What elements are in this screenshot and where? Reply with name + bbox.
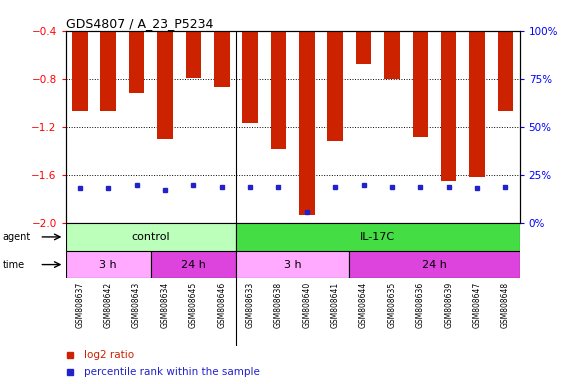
Text: log2 ratio: log2 ratio xyxy=(84,350,134,360)
Text: GSM808639: GSM808639 xyxy=(444,282,453,328)
Bar xyxy=(299,31,315,215)
Bar xyxy=(242,31,258,123)
Text: GSM808641: GSM808641 xyxy=(331,282,340,328)
Text: GDS4807 / A_23_P5234: GDS4807 / A_23_P5234 xyxy=(66,17,213,30)
Bar xyxy=(441,31,456,181)
Bar xyxy=(151,251,236,278)
Bar xyxy=(384,31,400,79)
Text: GSM808642: GSM808642 xyxy=(104,282,112,328)
Text: GSM808635: GSM808635 xyxy=(388,282,396,328)
Bar xyxy=(497,31,513,111)
Text: GSM808644: GSM808644 xyxy=(359,282,368,328)
Text: agent: agent xyxy=(3,232,31,242)
Bar xyxy=(157,31,173,139)
Bar xyxy=(129,31,144,93)
Bar xyxy=(66,223,236,251)
Text: control: control xyxy=(131,232,170,242)
Bar xyxy=(356,31,371,65)
Text: GSM808638: GSM808638 xyxy=(274,282,283,328)
Bar xyxy=(186,31,201,78)
Bar xyxy=(412,31,428,137)
Bar xyxy=(469,31,485,177)
Bar xyxy=(72,31,88,111)
Bar xyxy=(271,31,286,149)
Text: 3 h: 3 h xyxy=(284,260,301,270)
Text: percentile rank within the sample: percentile rank within the sample xyxy=(84,366,260,377)
Text: GSM808636: GSM808636 xyxy=(416,282,425,328)
Text: time: time xyxy=(3,260,25,270)
Bar xyxy=(66,251,151,278)
Bar xyxy=(214,31,230,87)
Text: GSM808645: GSM808645 xyxy=(189,282,198,328)
Text: GSM808647: GSM808647 xyxy=(473,282,481,328)
Text: GSM808648: GSM808648 xyxy=(501,282,510,328)
Bar xyxy=(349,251,520,278)
Text: GSM808643: GSM808643 xyxy=(132,282,141,328)
Text: GSM808634: GSM808634 xyxy=(160,282,170,328)
Bar xyxy=(100,31,116,111)
Text: 24 h: 24 h xyxy=(422,260,447,270)
Text: GSM808646: GSM808646 xyxy=(217,282,226,328)
Bar xyxy=(236,223,520,251)
Bar xyxy=(236,251,349,278)
Text: GSM808633: GSM808633 xyxy=(246,282,255,328)
Bar xyxy=(327,31,343,141)
Text: 24 h: 24 h xyxy=(181,260,206,270)
Text: 3 h: 3 h xyxy=(99,260,117,270)
Text: GSM808637: GSM808637 xyxy=(75,282,85,328)
Text: IL-17C: IL-17C xyxy=(360,232,395,242)
Text: GSM808640: GSM808640 xyxy=(302,282,311,328)
